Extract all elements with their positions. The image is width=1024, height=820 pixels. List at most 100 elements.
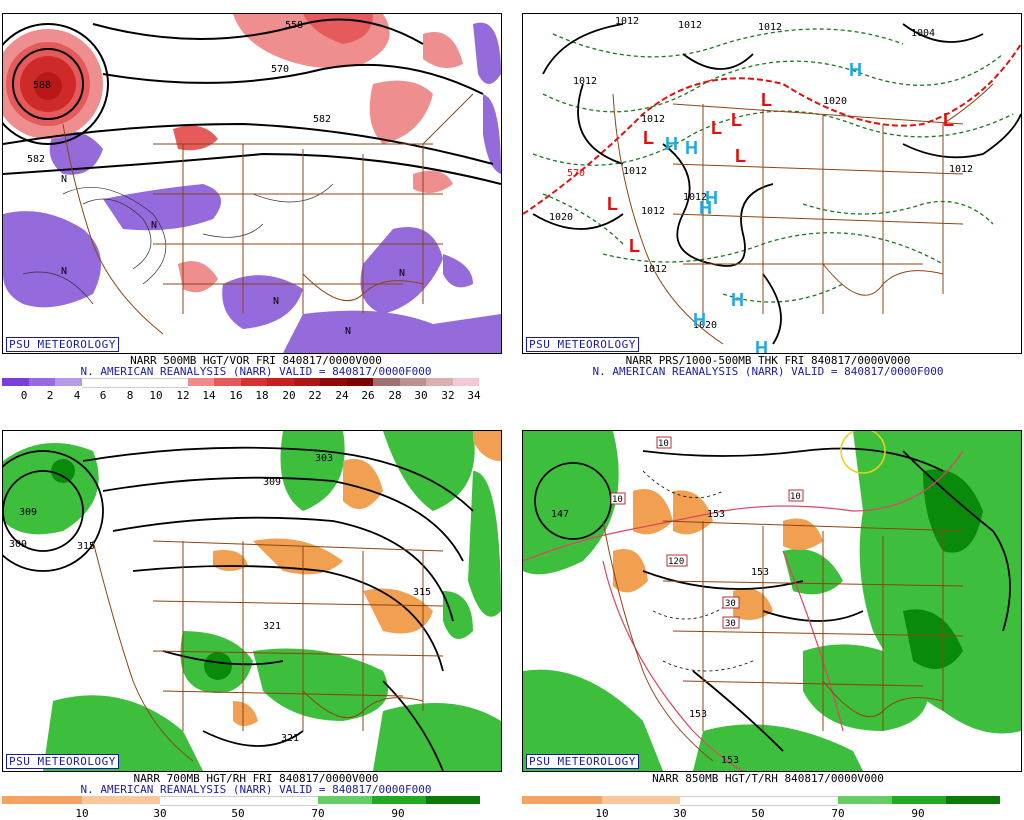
scale-tick: 90: [391, 807, 405, 820]
scale-swatch: [760, 796, 838, 806]
scale-tick: 22: [308, 389, 322, 402]
scale-tick: 14: [202, 389, 216, 402]
svg-text:309: 309: [263, 477, 281, 488]
svg-text:N: N: [61, 266, 67, 277]
scale-tick: 30: [153, 807, 167, 820]
isobars: [532, 23, 1021, 345]
svg-text:315: 315: [413, 587, 431, 598]
vorticity-negative-areas: [3, 22, 501, 353]
scale-swatch: [399, 378, 426, 386]
scale-tick: 90: [911, 807, 925, 820]
svg-text:588: 588: [33, 80, 51, 91]
scale-tick: 28: [388, 389, 402, 402]
svg-text:N: N: [61, 174, 67, 185]
scale-tick: 16: [229, 389, 243, 402]
scale-tick: 32: [441, 389, 455, 402]
scale-swatch: [946, 796, 1000, 804]
scale-swatch: [372, 796, 426, 804]
vorticity-contours: [22, 183, 334, 305]
scale-swatch: [452, 378, 479, 386]
svg-text:1012: 1012: [683, 192, 707, 203]
scale-tick: 10: [149, 389, 163, 402]
svg-text:1012: 1012: [573, 76, 597, 87]
panel-caption-valid: N. AMERICAN REANALYSIS (NARR) VALID = 84…: [592, 365, 944, 378]
scale-tick: 50: [231, 807, 245, 820]
map-pressure-thickness[interactable]: 1012 1012 1012 1004 1012 1020 1012 1012 …: [522, 13, 1022, 354]
color-scale-ticks: 10 30 50 70 90: [522, 807, 1000, 820]
color-scale-ticks: 10 30 50 70 90: [2, 807, 480, 820]
thickness-570-label: 570: [567, 168, 585, 179]
svg-text:582: 582: [313, 114, 331, 125]
svg-text:10: 10: [790, 492, 801, 502]
scale-swatch: [187, 378, 214, 386]
scale-swatch: [2, 796, 82, 804]
svg-text:N: N: [345, 326, 351, 337]
scale-swatch: [522, 796, 602, 804]
scale-swatch: [28, 378, 55, 386]
svg-text:147: 147: [551, 509, 569, 520]
freezing-line: [840, 431, 886, 474]
scale-tick: 70: [311, 807, 325, 820]
rh-moist-areas: [3, 431, 501, 771]
svg-text:558: 558: [285, 20, 303, 31]
map-500mb-vorticity[interactable]: 558 570 582 582 588 N N N N N N PSU METE…: [2, 13, 502, 354]
panel-500mb-vorticity: 558 570 582 582 588 N N N N N N PSU METE…: [0, 0, 512, 410]
panel-caption: NARR 700MB HGT/RH FRI 840817/0000V000: [133, 772, 379, 785]
panel-caption: NARR 850MB HGT/T/RH 840817/0000V000: [652, 772, 884, 785]
psu-meteorology-label: PSU METEOROLOGY: [526, 754, 639, 769]
svg-text:1020: 1020: [823, 96, 847, 107]
svg-text:N: N: [399, 268, 405, 279]
height-contours: [3, 18, 501, 185]
scale-tick: 2: [46, 389, 54, 402]
scale-swatch: [680, 796, 760, 806]
height-contours: [3, 446, 474, 771]
scale-tick: 30: [673, 807, 687, 820]
scale-tick: 0: [20, 389, 28, 402]
svg-text:582: 582: [27, 154, 45, 165]
political-borders: [602, 520, 964, 762]
panel-850mb-temp-rh: 147 153 153 153 153 10 10 10 120 30 30: [512, 410, 1024, 820]
svg-text:H: H: [685, 138, 698, 158]
svg-text:1012: 1012: [641, 206, 665, 217]
scale-swatch: [318, 796, 372, 804]
scale-tick: 34: [467, 389, 481, 402]
height-labels: 147 153 153 153 153: [551, 509, 769, 766]
scale-swatch: [267, 378, 294, 386]
svg-text:315: 315: [77, 541, 95, 552]
panel-caption-valid: N. AMERICAN REANALYSIS (NARR) VALID = 84…: [80, 783, 432, 796]
scale-swatch: [602, 796, 680, 804]
svg-text:H: H: [731, 290, 744, 310]
scale-tick: 10: [595, 807, 609, 820]
rh-very-moist-areas: [903, 469, 983, 669]
scale-swatch: [240, 378, 267, 386]
scale-swatch: [373, 378, 400, 386]
scale-swatch: [134, 378, 161, 388]
scale-swatch: [892, 796, 946, 804]
svg-text:1012: 1012: [678, 20, 702, 31]
map-850mb-temp-rh[interactable]: 147 153 153 153 153 10 10 10 120 30 30: [522, 430, 1022, 772]
svg-text:309: 309: [19, 507, 37, 518]
svg-text:10: 10: [658, 439, 669, 449]
scale-tick: 8: [126, 389, 134, 402]
svg-text:153: 153: [689, 709, 707, 720]
scale-tick: 6: [99, 389, 107, 402]
svg-text:N: N: [273, 296, 279, 307]
scale-tick: 20: [282, 389, 296, 402]
svg-text:1012: 1012: [758, 22, 782, 33]
svg-text:L: L: [943, 110, 954, 130]
psu-meteorology-label: PSU METEOROLOGY: [6, 337, 119, 352]
low-pressure-markers: L L L L L L L L: [607, 90, 954, 256]
svg-text:H: H: [849, 60, 862, 80]
panel-700mb-rh: 309 309 315 303 309 315 321 321 PSU METE…: [0, 410, 512, 820]
contour-labels: 309 309 315 303 309 315 321 321: [9, 453, 431, 744]
svg-text:303: 303: [315, 453, 333, 464]
svg-text:N: N: [151, 220, 157, 231]
svg-text:153: 153: [707, 509, 725, 520]
svg-text:L: L: [735, 146, 746, 166]
svg-text:30: 30: [725, 599, 736, 609]
panel-caption-valid: N. AMERICAN REANALYSIS (NARR) VALID = 84…: [80, 365, 432, 378]
map-700mb-rh[interactable]: 309 309 315 303 309 315 321 321 PSU METE…: [2, 430, 502, 772]
scale-swatch: [55, 378, 82, 386]
scale-tick: 50: [751, 807, 765, 820]
scale-tick: 4: [73, 389, 81, 402]
